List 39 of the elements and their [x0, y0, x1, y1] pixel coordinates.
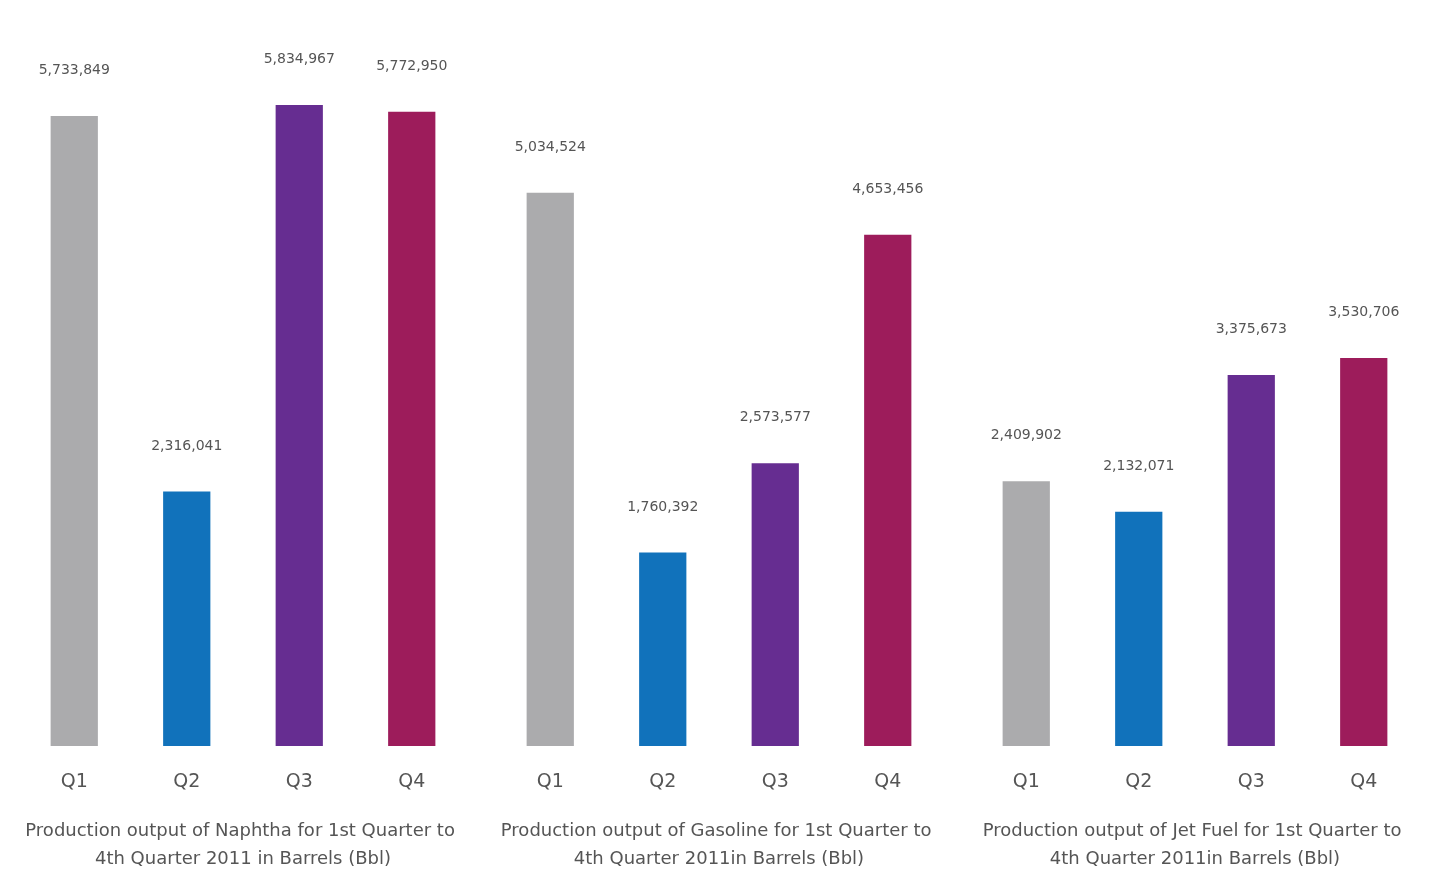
x-tick-label: Q3 [761, 768, 789, 791]
data-label: 2,573,577 [739, 408, 811, 425]
data-label: 3,375,673 [1215, 320, 1287, 337]
bar [1115, 511, 1163, 746]
data-label: 2,409,902 [990, 426, 1062, 443]
x-tick-label: Q4 [398, 768, 426, 791]
data-label: 4,653,456 [852, 179, 924, 196]
data-label: 3,530,706 [1328, 303, 1400, 320]
bar [163, 491, 211, 746]
bar [751, 463, 799, 746]
data-label: 2,316,041 [151, 436, 223, 453]
data-label: 5,772,950 [376, 56, 448, 73]
bar [388, 111, 436, 746]
x-tick-label: Q3 [1237, 768, 1265, 791]
data-label: 1,760,392 [627, 497, 699, 514]
x-tick-label: Q1 [536, 768, 564, 791]
bar [1002, 481, 1050, 746]
x-tick-label: Q1 [1012, 768, 1040, 791]
bar [1227, 375, 1275, 746]
bar [526, 192, 574, 746]
bar [864, 234, 912, 746]
data-label: 5,733,849 [38, 61, 110, 78]
data-label: 2,132,071 [1103, 456, 1175, 473]
text: Production output of Naphtha for 1st Quarter to 4th Quarter 2011 in Barrels (Bbl) [25, 818, 461, 868]
x-tick-label: Q2 [173, 768, 201, 791]
bar [275, 104, 323, 746]
x-tick-label: Q3 [285, 768, 313, 791]
x-tick-label: Q1 [60, 768, 88, 791]
bar [50, 116, 98, 746]
x-tick-label: Q2 [1125, 768, 1153, 791]
text: Production output of Jet Fuel for 1st Quarter to 4th Quarter 2011in Barrels (Bbl) [982, 818, 1408, 868]
bar [1340, 358, 1388, 746]
data-label: 5,834,967 [263, 49, 335, 66]
text: Production output of Gasoline for 1st Quarter to 4th Quarter 2011in Barrels (Bbl) [500, 818, 938, 868]
x-tick-label: Q2 [649, 768, 677, 791]
x-tick-label: Q4 [874, 768, 902, 791]
data-label: 5,034,524 [514, 137, 586, 154]
bar [639, 552, 687, 746]
x-tick-label: Q4 [1350, 768, 1378, 791]
